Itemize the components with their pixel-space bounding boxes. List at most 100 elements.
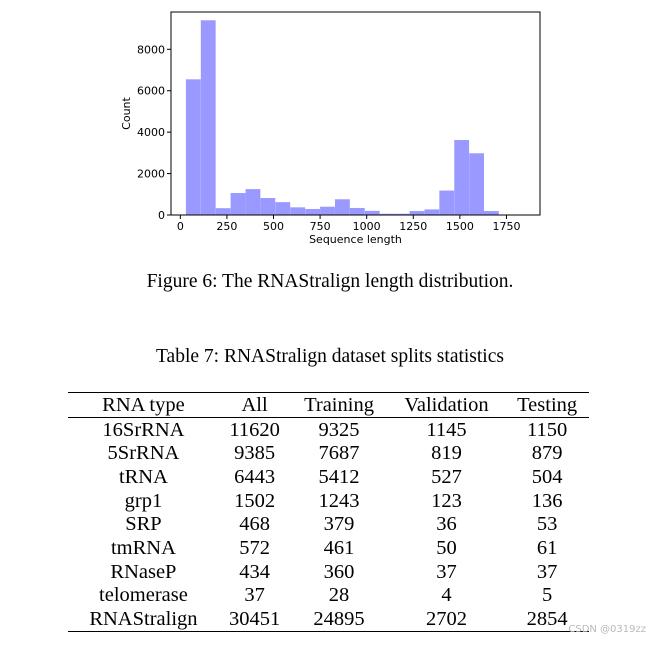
cell-all: 6443 [234, 465, 276, 488]
table-row: 5SrRNA 9385 7687 819 879 [68, 441, 589, 465]
histogram-bar [349, 207, 365, 215]
table-header-row: RNA type All Training Validation Testing [68, 393, 589, 418]
cell-testing: 879 [531, 442, 563, 465]
histogram-bar [409, 211, 425, 215]
table-row: tmRNA 572 461 50 61 [68, 536, 589, 560]
cell-rna-type: RNaseP [110, 560, 177, 583]
histogram-bar [290, 207, 306, 215]
cell-training: 379 [323, 513, 355, 536]
cell-validation: 36 [436, 513, 457, 536]
cell-rna-type: tmRNA [110, 536, 176, 559]
y-tick-label: 8000 [137, 43, 165, 56]
y-tick-label: 2000 [137, 168, 165, 181]
table-caption: Table 7: RNAStralign dataset splits stat… [156, 346, 504, 367]
table-row: RNaseP 434 360 37 37 [68, 560, 589, 584]
cell-testing: 61 [536, 536, 558, 559]
header-validation: Validation [404, 393, 489, 416]
cell-rna-type: RNAStralign [89, 608, 198, 631]
cell-rna-type: grp1 [124, 489, 163, 512]
x-tick-label: 0 [177, 220, 184, 233]
cell-all: 11620 [229, 418, 280, 441]
histogram-bar [379, 213, 395, 215]
cell-testing: 5 [541, 584, 553, 607]
histogram-bar [364, 210, 380, 215]
cell-validation: 1145 [426, 418, 467, 441]
x-tick-label: 1000 [353, 220, 381, 233]
table-row: tRNA 6443 5412 527 504 [68, 465, 589, 489]
header-rna-type: RNA type [102, 393, 185, 416]
table-row: grp1 1502 1243 123 136 [68, 489, 589, 513]
table-row: SRP 468 379 36 53 [68, 512, 589, 536]
cell-rna-type: SRP [125, 513, 162, 536]
cell-training: 461 [323, 536, 355, 559]
y-tick-label: 0 [158, 209, 165, 222]
figure-caption: Figure 6: The RNAStralign length distrib… [146, 271, 514, 292]
histogram-bar [394, 213, 410, 215]
table-row: 16SrRNA 11620 9325 1145 1150 [68, 417, 589, 441]
cell-validation: 37 [436, 560, 457, 583]
cell-training: 24895 [313, 608, 365, 631]
header-training: Training [304, 393, 374, 416]
histogram-bar [320, 206, 335, 215]
header-testing: Testing [517, 393, 578, 416]
cell-training: 7687 [318, 442, 360, 465]
cell-testing: 1150 [526, 418, 568, 441]
cell-testing: 37 [536, 560, 558, 583]
histogram-bar [215, 208, 231, 215]
x-tick-label: 500 [263, 220, 284, 233]
cell-rna-type: 5SrRNA [107, 442, 180, 465]
x-tick-label: 1250 [399, 220, 427, 233]
histogram-bar [305, 208, 320, 215]
cell-validation: 527 [431, 465, 462, 488]
cell-testing: 504 [531, 465, 563, 488]
histogram-bar [185, 79, 201, 215]
histogram-bar [275, 202, 291, 215]
x-tick-label: 1750 [492, 220, 520, 233]
cell-all: 434 [239, 560, 270, 583]
histogram-bar [335, 199, 350, 215]
cell-all: 572 [239, 536, 270, 559]
histogram-bar [245, 189, 261, 215]
length-histogram: 0 250 500 750 1000 1250 1500 1750 0 2000 4000 6000 8… [120, 11, 541, 246]
header-all: All [241, 393, 268, 416]
cell-all: 1502 [234, 489, 276, 512]
splits-table: RNA type All Training Validation Testing… [68, 392, 589, 632]
cell-training: 5412 [318, 465, 360, 488]
cell-all: 9385 [234, 442, 276, 465]
y-tick-label: 4000 [137, 126, 165, 139]
cell-all: 468 [239, 513, 270, 536]
cell-validation: 123 [431, 489, 462, 512]
x-tick-label: 250 [216, 220, 237, 233]
histogram-bar [454, 140, 470, 215]
cell-validation: 4 [441, 584, 452, 607]
histogram-bar [200, 20, 216, 215]
cell-testing: 136 [531, 489, 563, 512]
histogram-bar [483, 211, 499, 215]
cell-validation: 50 [436, 536, 457, 559]
cell-all: 30451 [228, 608, 281, 631]
histogram-bar [439, 190, 455, 215]
histogram-bar [230, 193, 246, 215]
x-tick-label: 750 [310, 220, 331, 233]
cell-rna-type: telomerase [99, 584, 188, 607]
x-axis-label: Sequence length [309, 233, 402, 246]
cell-rna-type: tRNA [118, 465, 168, 488]
plot-frame [170, 11, 541, 216]
cell-validation: 819 [431, 442, 462, 465]
y-tick-label: 6000 [137, 85, 165, 98]
table-row: RNAStralign 30451 24895 2702 2854 [68, 607, 589, 631]
cell-training: 9325 [318, 418, 360, 441]
watermark: CSDN @0319zz [568, 624, 646, 635]
histogram-bar [469, 153, 484, 215]
cell-testing: 53 [536, 513, 558, 536]
cell-rna-type: 16SrRNA [102, 418, 185, 441]
cell-validation: 2702 [425, 608, 467, 631]
y-axis-label: Count [120, 96, 133, 129]
histogram-bar [424, 209, 440, 215]
cell-training: 1243 [318, 489, 360, 512]
table-row: telomerase 37 28 4 5 [68, 584, 589, 608]
x-tick-label: 1500 [446, 220, 474, 233]
cell-all: 37 [244, 584, 265, 607]
cell-testing: 2854 [526, 608, 568, 631]
cell-training: 360 [323, 560, 355, 583]
